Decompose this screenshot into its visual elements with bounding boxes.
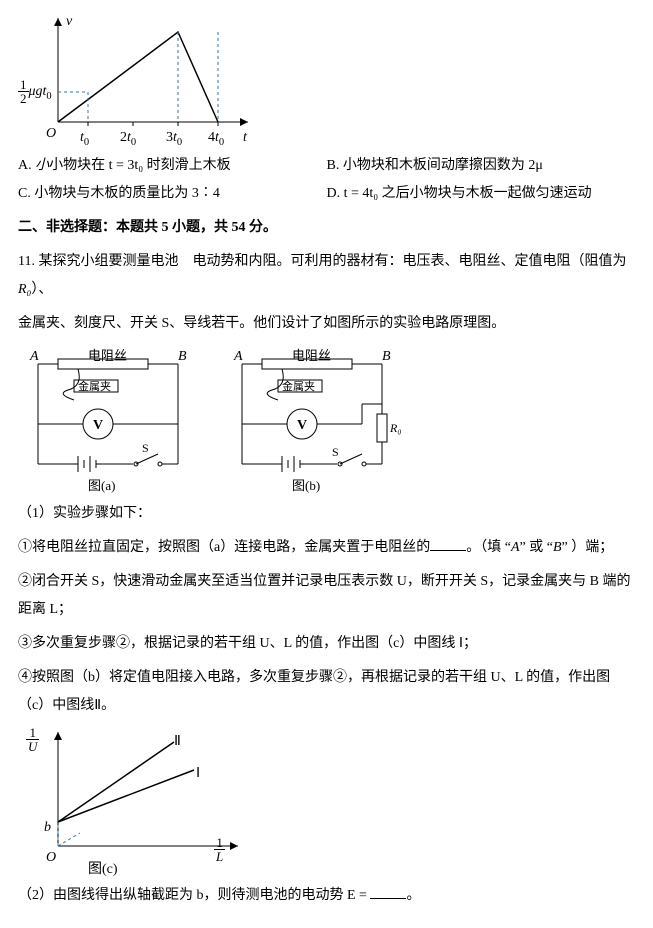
circuit-a: A B 电阻丝 金属夹 V [18,344,198,494]
step-3: ③多次重复步骤②，根据记录的若干组 U、L 的值，作出图（c）中图线 Ⅰ； [18,630,635,658]
option-A: A. 小小物块在 t = 3t₀ 时刻滑上木板 [18,158,231,173]
x-tick-2: 2t0 [120,124,136,153]
svg-text:A: A [233,349,243,364]
vt-graph [18,12,635,152]
line-2-label: Ⅱ [174,728,181,756]
graph-c: 1U 1L b O Ⅰ Ⅱ 图(c) [18,726,635,876]
x-axis-label: t [243,124,247,152]
svg-text:电阻丝: 电阻丝 [292,348,331,363]
svg-text:电阻丝: 电阻丝 [88,348,127,363]
svg-text:V: V [297,418,307,433]
x-tick-1: t0 [80,124,89,153]
y-axis-label: v [66,8,72,36]
step-1: ①将电阻丝拉直固定，按照图（a）连接电路，金属夹置于电阻丝的。（填 “A” 或 … [18,534,635,562]
line-1-label: Ⅰ [196,760,200,788]
svg-text:B: B [178,349,187,364]
origin-c: O [46,844,56,872]
y-tick-label: 12μgt0 [18,78,52,107]
section-2-title: 二、非选择题：本题共 5 小题，共 54 分。 [18,214,635,242]
options-row-1: A. 小小物块在 t = 3t₀ 时刻滑上木板 B. 小物块和木板间动摩擦因数为… [18,152,635,180]
step-2: ②闭合开关 S，快速滑动金属夹至适当位置并记录电压表示数 U，断开开关 S，记录… [18,568,635,624]
q11-stem-2: 金属夹、刻度尺、开关 S、导线若干。他们设计了如图所示的实验电路原理图。 [18,310,635,338]
fig-c-label: 图(c) [88,856,118,884]
option-B: B. 小物块和木板间动摩擦因数为 2μ [327,158,543,173]
y-axis-c: 1U [26,726,39,754]
q2: （2）由图线得出纵轴截距为 b，则待测电池的电动势 E = 。 [18,882,635,910]
origin-label: O [46,120,56,148]
svg-text:金属夹: 金属夹 [78,379,111,393]
x-axis-c: 1L [214,836,225,864]
svg-text:图(a): 图(a) [88,478,115,493]
step-4: ④按照图（b）将定值电阻接入电路，多次重复步骤②，再根据记录的若干组 U、L 的… [18,664,635,720]
options-row-2: C. 小物块与木板的质量比为 3∶4 D. t = 4t₀ 之后小物块与木板一起… [18,180,635,208]
svg-text:图(b): 图(b) [292,478,320,493]
svg-text:V: V [93,418,103,433]
x-tick-4: 4t0 [208,124,224,153]
svg-text:R₀: R₀ [389,421,402,435]
intercept-b: b [44,814,51,842]
x-tick-3: 3t0 [166,124,182,153]
svg-text:S: S [142,441,149,455]
svg-text:金属夹: 金属夹 [282,379,315,393]
svg-text:A: A [29,349,39,364]
option-D: D. t = 4t₀ 之后小物块与木板一起做匀速运动 [327,186,592,201]
svg-text:S: S [332,445,339,459]
q11-stem: 11. 某探究小组要测量电池 电动势和内阻。可利用的器材有：电压表、电阻丝、定值… [18,248,635,304]
circuit-figures: A B 电阻丝 金属夹 V [18,344,635,494]
option-C: C. 小物块与木板的质量比为 3∶4 [18,186,220,201]
svg-text:B: B [382,349,391,364]
circuit-b: A B 电阻丝 金属夹 R₀ V [222,344,412,494]
steps-head: （1）实验步骤如下： [18,500,635,528]
